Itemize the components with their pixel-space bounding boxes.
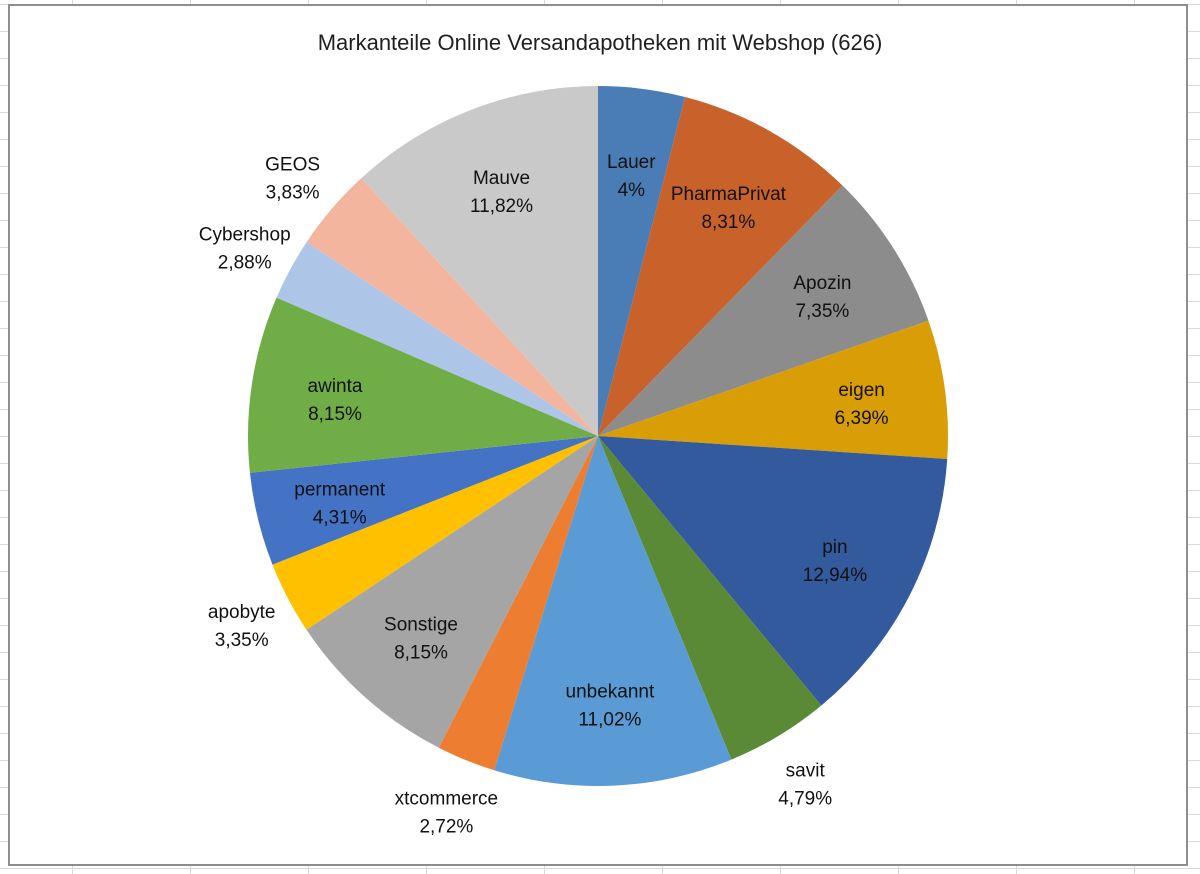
slice-percent: 11,82%: [470, 196, 533, 217]
slice-percent: 3,83%: [266, 183, 320, 204]
pie-slice-xtcommerce[interactable]: [438, 436, 598, 771]
slice-percent: 3,35%: [215, 630, 269, 651]
pie-slice-awinta[interactable]: [247, 297, 599, 473]
slice-name: awinta: [308, 376, 363, 397]
slice-name: PharmaPrivat: [671, 184, 787, 205]
slice-percent: 4,31%: [313, 507, 367, 528]
data-label-permanent: permanent 4,31%: [294, 479, 386, 528]
data-label-pharmaprivat: PharmaPrivat 8,31%: [671, 184, 787, 233]
slice-name: GEOS: [265, 155, 320, 176]
slice-percent: 6,39%: [835, 408, 889, 429]
slice-name: Lauer: [607, 152, 656, 173]
data-label-cybershop: Cybershop 2,88%: [199, 224, 291, 273]
data-label-eigen: eigen 6,39%: [835, 380, 889, 429]
pie-slice-unbekannt[interactable]: [494, 436, 732, 786]
slice-percent: 11,02%: [578, 710, 641, 731]
data-label-awinta: awinta 8,15%: [308, 376, 363, 425]
pie-slice-permanent[interactable]: [249, 436, 598, 565]
data-label-mauve: Mauve 11,82%: [470, 168, 533, 217]
pie-slice-lauer[interactable]: [598, 86, 686, 436]
pie-slice-savit[interactable]: [598, 436, 822, 760]
data-label-xtcommerce: xtcommerce 2,72%: [395, 788, 498, 837]
data-label-geos: GEOS 3,83%: [265, 155, 320, 204]
slice-percent: 2,72%: [419, 816, 473, 837]
slice-percent: 8,31%: [701, 212, 755, 233]
slice-name: permanent: [294, 479, 386, 500]
slice-percent: 2,88%: [218, 252, 272, 273]
data-label-pin: pin 12,94%: [803, 537, 868, 586]
pie-slice-mauve[interactable]: [361, 86, 598, 436]
pie-slice-pharmaprivat[interactable]: [598, 96, 843, 437]
slice-percent: 8,15%: [308, 404, 362, 425]
pie-slice-pin[interactable]: [598, 436, 948, 706]
slice-name: Sonstige: [384, 615, 458, 636]
slice-percent: 12,94%: [803, 565, 868, 586]
slice-name: xtcommerce: [395, 788, 498, 809]
slice-name: savit: [786, 761, 826, 782]
pie-slice-eigen[interactable]: [598, 320, 948, 460]
slice-percent: 7,35%: [795, 301, 849, 322]
pie-slice-apozin[interactable]: [598, 185, 929, 436]
pie-slice-geos[interactable]: [306, 178, 598, 436]
data-label-savit: savit 4,79%: [778, 761, 832, 810]
data-label-apobyte: apobyte 3,35%: [208, 602, 276, 651]
slice-name: unbekannt: [566, 682, 655, 703]
slice-name: pin: [822, 537, 847, 558]
pie-slice-apobyte[interactable]: [272, 436, 598, 630]
chart-title: Markanteile Online Versandapotheken mit …: [317, 30, 883, 55]
slice-name: apobyte: [208, 602, 276, 623]
data-label-lauer: Lauer 4%: [607, 152, 656, 201]
data-label-apozin: Apozin 7,35%: [793, 273, 851, 322]
pie-slice-sonstige[interactable]: [306, 436, 598, 748]
data-label-unbekannt: unbekannt 11,02%: [566, 682, 655, 731]
slice-percent: 4,79%: [778, 789, 832, 810]
slice-name: eigen: [838, 380, 885, 401]
slice-name: Mauve: [473, 168, 530, 189]
slice-name: Apozin: [793, 273, 851, 294]
slice-percent: 8,15%: [394, 643, 448, 664]
pie-slice-cybershop[interactable]: [276, 241, 598, 436]
slice-name: Cybershop: [199, 224, 291, 245]
slice-percent: 4%: [618, 180, 646, 201]
data-label-sonstige: Sonstige 8,15%: [384, 615, 458, 664]
